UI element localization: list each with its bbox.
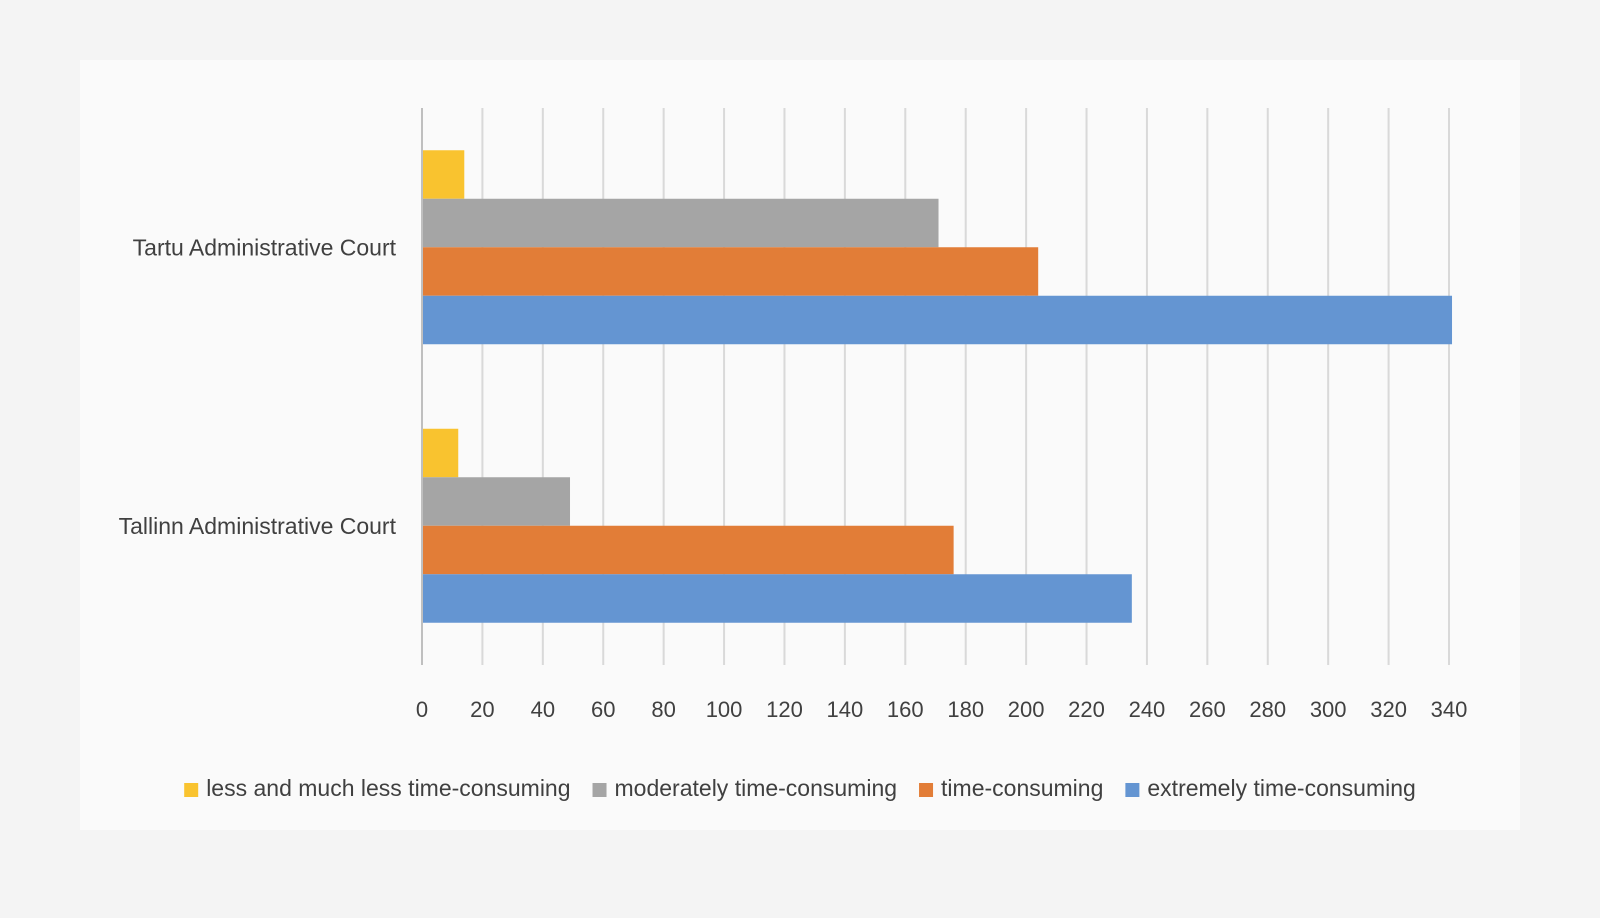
x-tick-label: 300 [1310,697,1347,722]
x-axis: 0 20 40 60 80 100 120 140 160 180 200 220 240 260 280 3… [416,108,1467,722]
bar-0-2 [422,247,1039,296]
legend-label: less and much less time-consuming [206,775,570,801]
x-tick-label: 100 [706,697,743,722]
legend: less and much less time-consuming moderat… [184,775,1416,801]
bar-0-0 [422,150,465,199]
x-tick-label: 0 [416,697,428,722]
bar-0-1 [422,198,939,248]
legend-item: extremely time-consuming [1125,775,1416,801]
x-tick-label: 40 [531,697,555,722]
x-tick-label: 220 [1068,697,1105,722]
x-tick-label: 60 [591,697,615,722]
x-tick-label: 200 [1008,697,1045,722]
x-tick-label: 140 [827,697,864,722]
bar-1-3 [422,574,1132,623]
legend-label: extremely time-consuming [1147,775,1415,801]
x-tick-label: 280 [1249,697,1286,722]
legend-item: less and much less time-consuming [184,775,571,801]
bar-1-0 [422,428,459,478]
legend-item: time-consuming [919,775,1103,801]
x-tick-label: 240 [1129,697,1166,722]
x-tick-label: 80 [651,697,675,722]
legend-swatch [1125,783,1140,797]
legend-label: time-consuming [941,775,1103,801]
x-tick-label: 120 [766,697,803,722]
legend-label: moderately time-consuming [615,775,898,801]
x-tick-label: 180 [947,697,984,722]
x-tick-label: 20 [470,697,494,722]
legend-swatch [184,783,199,797]
legend-swatch [919,783,934,797]
bars [422,150,1453,623]
x-tick-label: 260 [1189,697,1226,722]
category-label: Tartu Administrative Court [133,234,397,260]
x-tick-label: 160 [887,697,924,722]
chart-area-background [80,60,1520,830]
category-axis: Tartu Administrative Court Tallinn Admini… [119,234,397,539]
bar-1-1 [422,477,571,526]
category-label: Tallinn Administrative Court [119,513,397,539]
bar-0-3 [422,295,1453,345]
x-tick-label: 340 [1431,697,1468,722]
bar-1-2 [422,525,954,575]
legend-swatch [592,783,607,797]
legend-item: moderately time-consuming [592,775,898,801]
x-tick-label: 320 [1370,697,1407,722]
